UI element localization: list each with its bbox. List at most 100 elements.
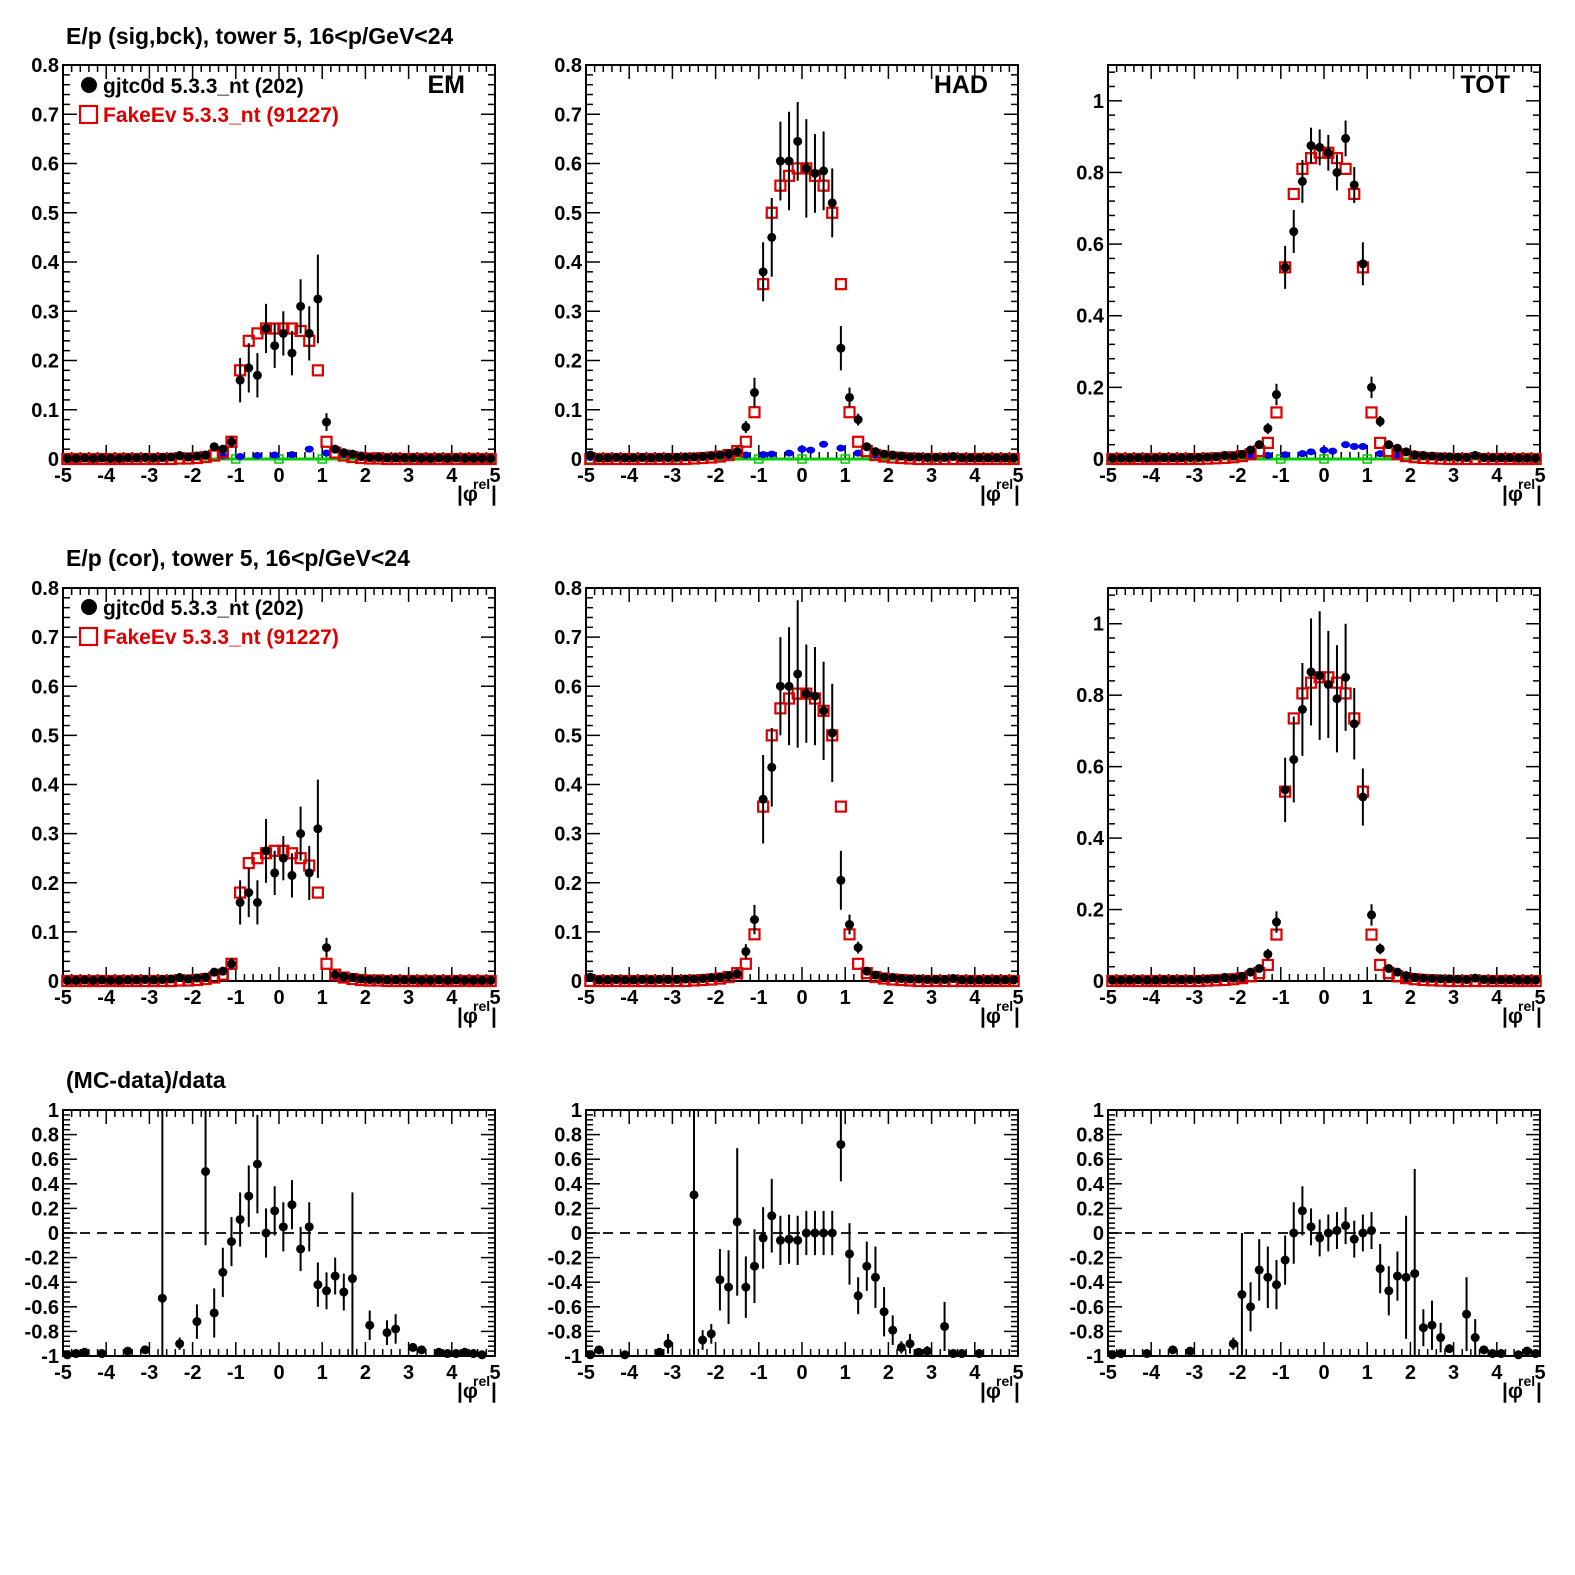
- data-point: [1168, 453, 1178, 463]
- data-point: [1315, 142, 1325, 152]
- data-point: [270, 341, 280, 351]
- x-tick-label: 2: [360, 465, 371, 487]
- data-point: [192, 973, 202, 983]
- data-point: [123, 975, 133, 985]
- mc-point: [320, 435, 333, 448]
- panel-label: EM: [428, 71, 466, 99]
- data-point: [1358, 259, 1368, 269]
- x-tick-label: -2: [707, 987, 725, 1009]
- data-point: [1401, 447, 1411, 457]
- x-tick-label: 3: [1448, 1362, 1459, 1384]
- data-point: [715, 1275, 725, 1285]
- x-tick-label: 5: [1534, 1362, 1545, 1384]
- x-tick-label: -2: [707, 1362, 725, 1384]
- data-point: [1358, 792, 1368, 802]
- data-point: [603, 975, 613, 985]
- x-tick-label: -1: [227, 1362, 245, 1384]
- plot-frame: [1107, 587, 1541, 982]
- data-point: [1505, 975, 1515, 985]
- data-point: [1237, 971, 1247, 981]
- data-point: [304, 868, 314, 878]
- data-point: [1151, 453, 1161, 463]
- y-tick-label: 0.1: [31, 922, 59, 944]
- data-point: [862, 1261, 872, 1271]
- green-point: [1319, 454, 1329, 464]
- data-point: [1462, 1309, 1472, 1319]
- data-point: [724, 971, 734, 981]
- blue-point: [784, 449, 794, 457]
- mc-point: [852, 435, 865, 448]
- data-point: [732, 447, 742, 457]
- y-tick-label: 0.2: [31, 873, 59, 895]
- data-point: [1116, 975, 1126, 985]
- data-point: [775, 681, 785, 691]
- data-point: [974, 453, 984, 463]
- data-point: [313, 1280, 323, 1290]
- x-tick-label: 3: [403, 1362, 414, 1384]
- data-point: [1271, 390, 1281, 400]
- data-point: [1487, 975, 1497, 985]
- data-point: [585, 1350, 595, 1360]
- data-point: [1375, 1264, 1385, 1274]
- data-point: [827, 728, 837, 738]
- data-point: [1332, 167, 1342, 177]
- y-tick-label: 0: [1093, 449, 1104, 471]
- data-point: [365, 975, 375, 985]
- data-point: [1487, 453, 1497, 463]
- x-axis-title: |φ: [457, 1380, 478, 1403]
- data-point: [1367, 1226, 1377, 1236]
- x-tick-label: -4: [97, 1362, 116, 1384]
- data-point: [373, 453, 383, 463]
- row-title-sigbck: E/p (sig,bck), tower 5, 16<p/GeV<24: [66, 23, 454, 49]
- plot-frame: [585, 587, 1019, 982]
- green-point: [1362, 454, 1372, 464]
- data-point: [1176, 453, 1186, 463]
- data-point: [339, 448, 349, 458]
- data-point: [749, 1261, 759, 1271]
- blue-point: [304, 445, 314, 453]
- x-tick-label: -5: [577, 1362, 595, 1384]
- data-point: [391, 1324, 401, 1334]
- data-point: [175, 973, 185, 983]
- data-point: [209, 442, 219, 452]
- green-point: [840, 454, 850, 464]
- y-tick-label: 0.7: [554, 104, 582, 126]
- data-point: [819, 166, 829, 176]
- y-tick-label: 0.6: [554, 154, 582, 176]
- data-point: [1289, 227, 1299, 237]
- legend-sigbck: gjtc0d 5.3.3_nt (202) FakeEv 5.3.3_nt (9…: [78, 75, 339, 127]
- y-tick-label: 0.4: [554, 252, 583, 274]
- x-tick-label: 1: [1362, 1362, 1373, 1384]
- data-point: [1418, 973, 1428, 983]
- data-point: [131, 975, 141, 985]
- data-point: [235, 897, 245, 907]
- data-point: [853, 415, 863, 425]
- y-tick-label: 0.6: [31, 154, 59, 176]
- x-tick-label: 4: [969, 987, 981, 1009]
- data-point: [201, 450, 211, 460]
- y-tick-label: 0.5: [31, 725, 59, 747]
- y-tick-label: 0.7: [554, 627, 582, 649]
- data-point: [373, 975, 383, 985]
- data-point: [434, 453, 444, 463]
- x-axis-title-sup: rel: [996, 476, 1013, 492]
- panel-label: TOT: [1460, 71, 1510, 99]
- data-point: [1315, 671, 1325, 681]
- data-point: [1496, 453, 1506, 463]
- data-point: [460, 454, 470, 464]
- y-tick-label: 0.6: [1076, 1149, 1104, 1171]
- y-tick-label: 0.2: [1076, 900, 1104, 922]
- x-axis-title-sup: rel: [996, 1373, 1013, 1389]
- y-tick-label: 0.2: [554, 1198, 582, 1220]
- x-tick-label: 4: [969, 1362, 981, 1384]
- y-tick-label: -0.4: [1070, 1272, 1105, 1294]
- y-tick-label: 0.8: [554, 1125, 582, 1147]
- blue-point: [1319, 446, 1329, 454]
- data-point: [235, 1214, 245, 1224]
- y-tick-label: 0.4: [31, 1174, 60, 1196]
- data-point: [1211, 452, 1221, 462]
- data-point: [1000, 453, 1010, 463]
- y-tick-label: 0.3: [31, 824, 59, 846]
- data-point: [775, 1235, 785, 1245]
- data-point: [1444, 1344, 1454, 1354]
